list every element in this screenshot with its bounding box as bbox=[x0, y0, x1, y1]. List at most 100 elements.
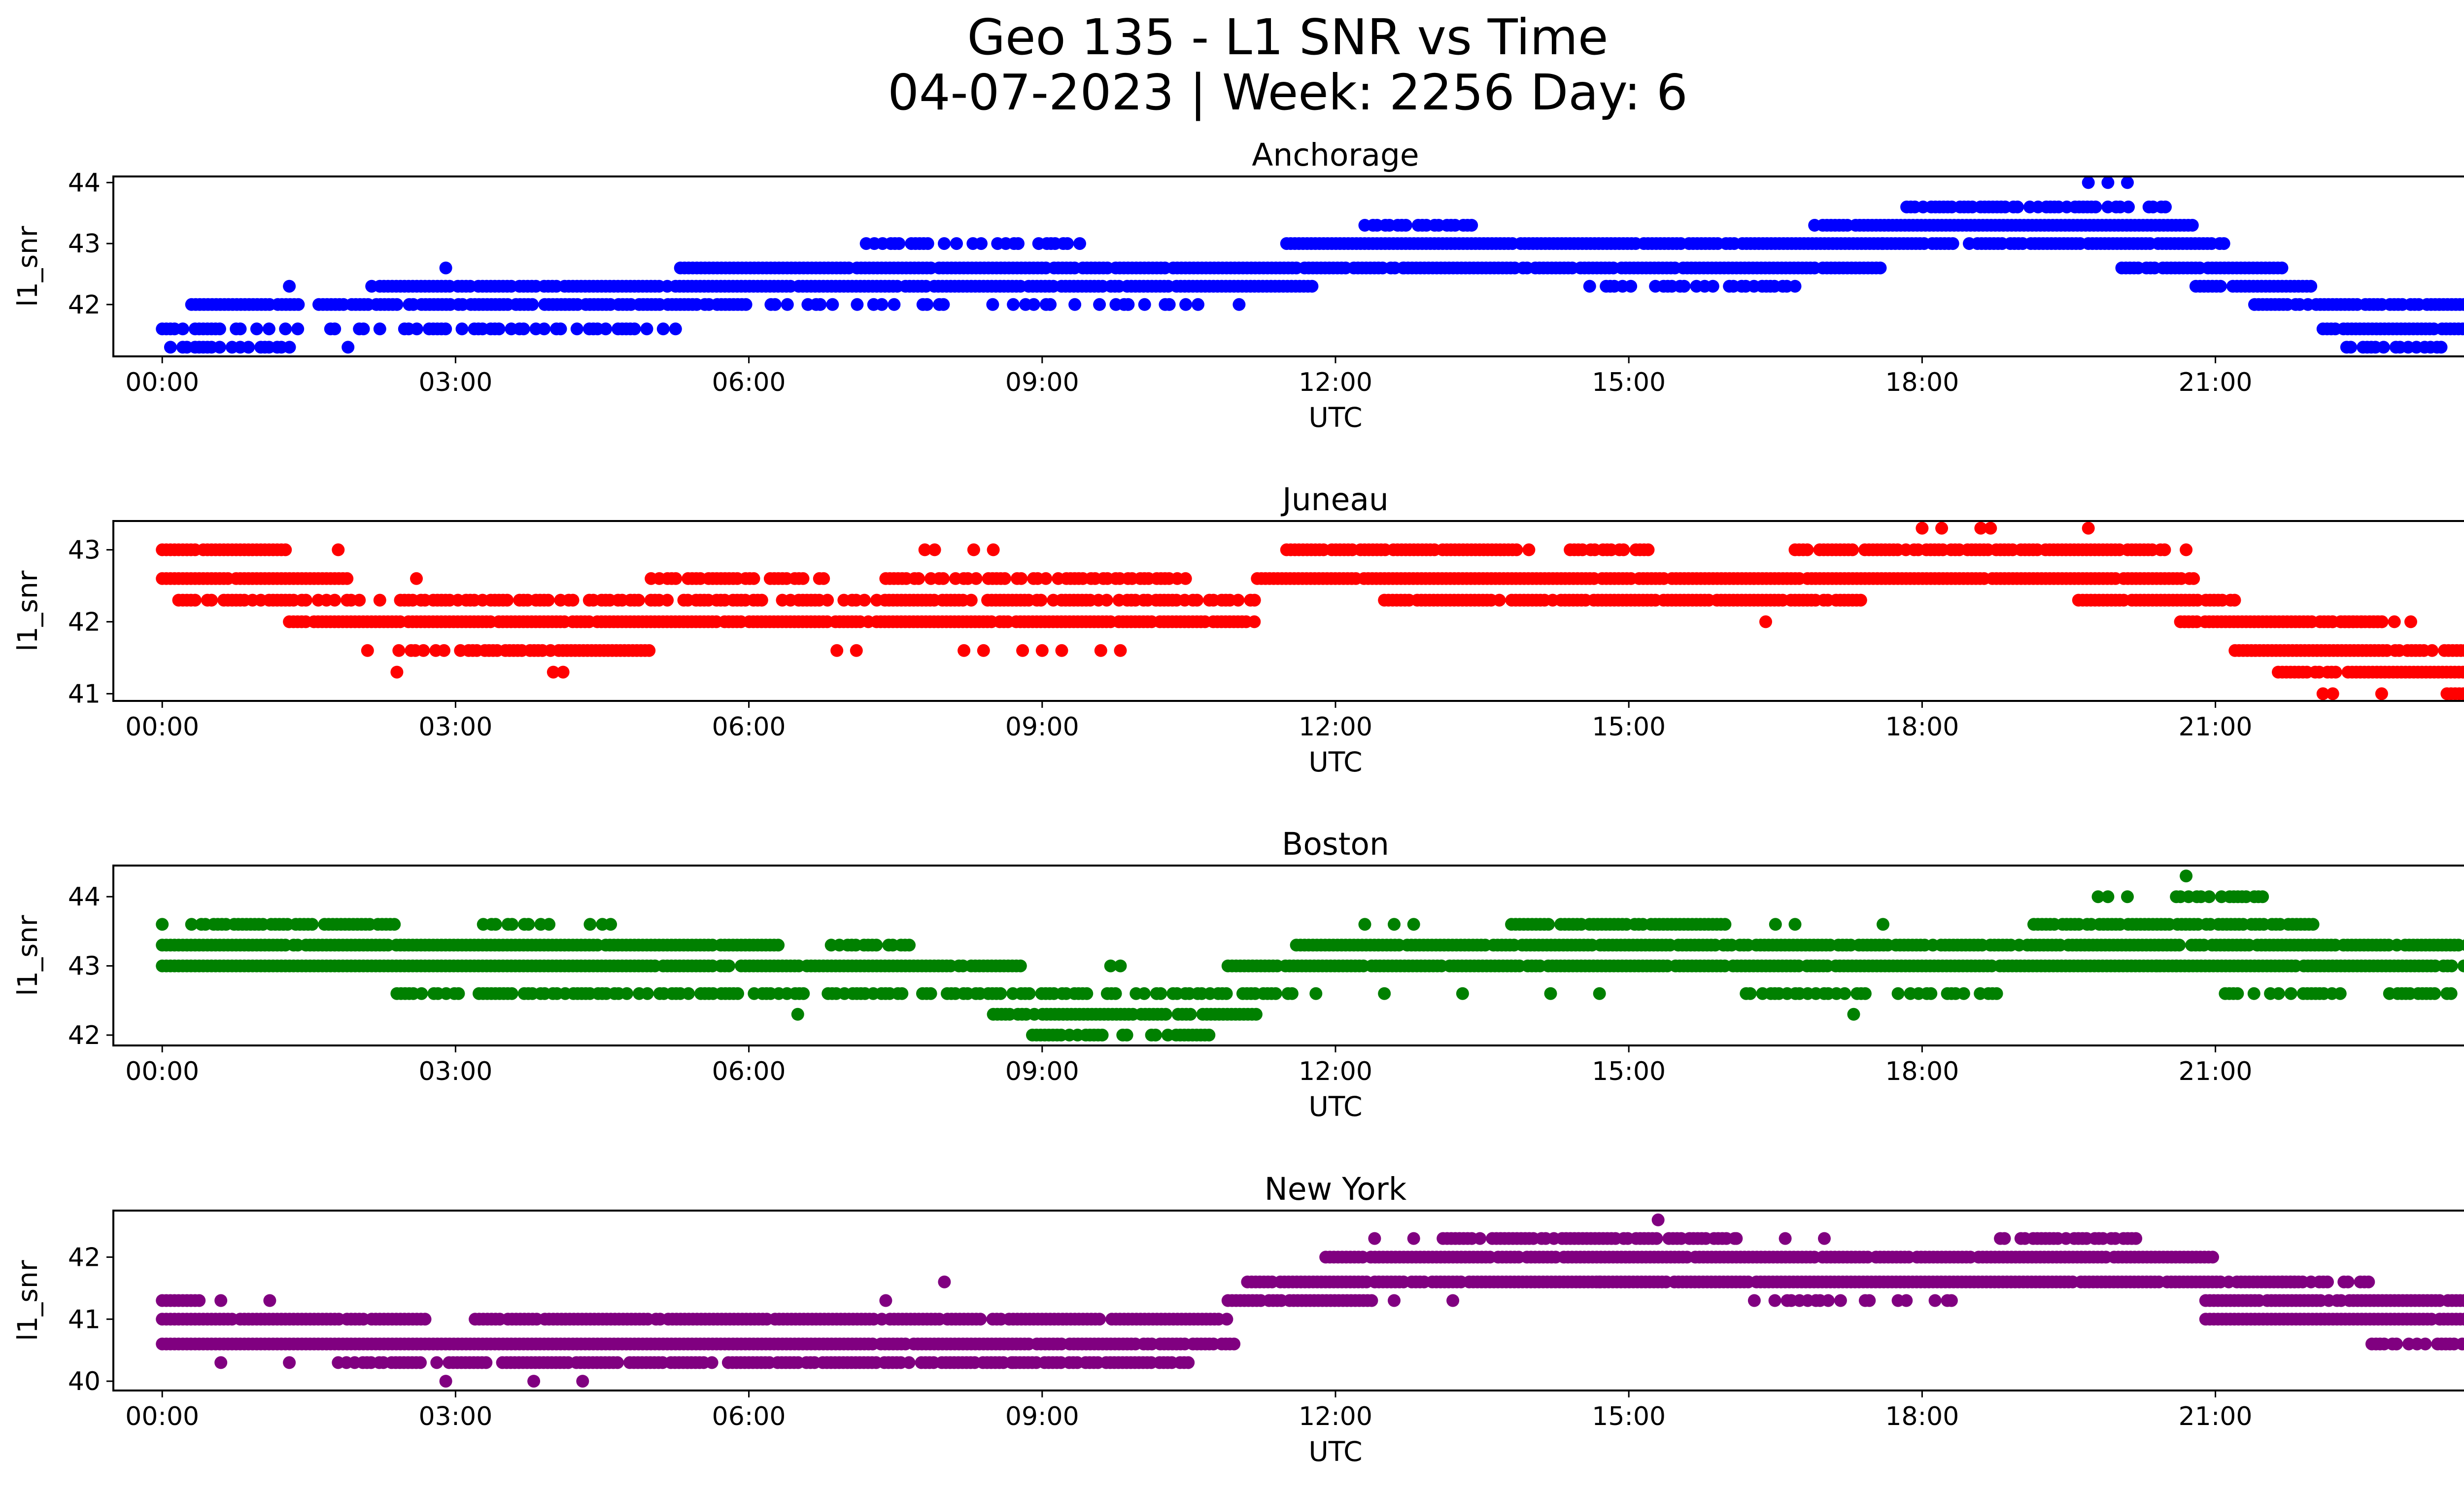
juneau-point bbox=[542, 593, 555, 607]
anchorage-point bbox=[1093, 298, 1106, 311]
boston-point bbox=[522, 918, 535, 931]
juneau-point bbox=[632, 593, 645, 607]
anchorage-point bbox=[1012, 237, 1025, 250]
anchorage-point bbox=[2304, 279, 2318, 293]
juneau-point bbox=[1035, 644, 1049, 657]
boston-point bbox=[1154, 987, 1167, 1000]
boston-point bbox=[2170, 959, 2183, 973]
juneau-point bbox=[341, 572, 354, 585]
boston-point bbox=[1202, 1028, 1216, 1042]
boston-point bbox=[2428, 987, 2441, 1000]
new-york-point bbox=[414, 1356, 427, 1369]
boston-point bbox=[791, 1008, 804, 1021]
new-york-point bbox=[902, 1356, 916, 1369]
anchorage-point bbox=[2011, 200, 2024, 213]
anchorage-point bbox=[1007, 298, 1020, 311]
boston-point bbox=[1957, 987, 1970, 1000]
anchorage-point bbox=[2457, 298, 2464, 311]
boston-point bbox=[2150, 959, 2163, 973]
juneau-x-tick-label: 12:00 bbox=[1299, 712, 1372, 742]
anchorage-point bbox=[950, 237, 963, 250]
boston-point bbox=[1744, 987, 1757, 1000]
boston-point bbox=[415, 987, 428, 1000]
juneau-point bbox=[188, 593, 202, 607]
juneau-point bbox=[2187, 572, 2200, 585]
anchorage-point bbox=[1163, 298, 1176, 311]
new-york-point bbox=[705, 1356, 719, 1369]
anchorage-x-tick-label: 03:00 bbox=[418, 368, 492, 397]
boston-point bbox=[2306, 918, 2320, 931]
boston-point bbox=[1149, 1028, 1162, 1042]
anchorage-point bbox=[2122, 200, 2135, 213]
boston-point bbox=[1269, 987, 1282, 1000]
new-york-point bbox=[418, 1313, 432, 1326]
juneau-point bbox=[556, 665, 570, 679]
juneau-point bbox=[2461, 666, 2464, 678]
juneau-point bbox=[2404, 615, 2417, 628]
boston-point bbox=[388, 918, 401, 931]
juneau-point bbox=[2388, 615, 2401, 628]
anchorage-point bbox=[492, 322, 506, 336]
boston-point bbox=[1924, 987, 1938, 1000]
juneau-point bbox=[1974, 522, 1987, 535]
boston-y-tick-label: 44 bbox=[68, 882, 101, 912]
anchorage-point bbox=[1138, 298, 1151, 311]
juneau-point bbox=[1232, 593, 1245, 607]
anchorage-point bbox=[164, 341, 177, 354]
anchorage-point bbox=[357, 322, 370, 336]
anchorage-point bbox=[781, 298, 794, 311]
anchorage-point bbox=[554, 322, 567, 336]
boston-point bbox=[583, 918, 597, 931]
anchorage-point bbox=[570, 322, 583, 336]
anchorage-point bbox=[2101, 176, 2115, 189]
anchorage-point bbox=[921, 237, 934, 250]
anchorage-y-tick-label: 43 bbox=[68, 229, 101, 259]
anchorage-point bbox=[986, 298, 999, 311]
anchorage-point bbox=[2275, 261, 2289, 275]
anchorage-point bbox=[669, 322, 682, 336]
juneau-point bbox=[830, 644, 844, 657]
juneau-point bbox=[1846, 543, 1859, 556]
boston-x-tick-label: 18:00 bbox=[1885, 1057, 1959, 1086]
anchorage-point bbox=[628, 322, 641, 336]
anchorage-point bbox=[455, 322, 469, 336]
anchorage-y-axis-label: l1_snr bbox=[12, 226, 43, 307]
boston-point bbox=[772, 939, 785, 952]
boston-point bbox=[1095, 1028, 1109, 1042]
boston-point bbox=[1542, 918, 1555, 931]
juneau-title: Juneau bbox=[1280, 482, 1389, 518]
boston-point bbox=[543, 918, 556, 931]
juneau-point bbox=[2375, 615, 2389, 628]
juneau-point bbox=[299, 593, 312, 607]
boston-x-tick-label: 06:00 bbox=[712, 1057, 786, 1086]
juneau-point bbox=[2375, 687, 2388, 700]
boston-points bbox=[156, 869, 2464, 1042]
juneau-y-axis-label: l1_snr bbox=[12, 570, 43, 651]
boston-x-tick-label: 12:00 bbox=[1299, 1057, 1372, 1086]
anchorage-point bbox=[1044, 298, 1057, 311]
anchorage-point bbox=[213, 341, 226, 354]
anchorage-point bbox=[814, 298, 827, 311]
anchorage-point bbox=[1788, 279, 1802, 293]
anchorage-title: Anchorage bbox=[1252, 137, 1419, 173]
boston-point bbox=[2256, 890, 2269, 904]
boston-point bbox=[1388, 918, 1401, 931]
anchorage-point bbox=[1677, 279, 1691, 293]
juneau-x-tick-label: 21:00 bbox=[2179, 712, 2253, 742]
anchorage-point bbox=[342, 341, 355, 354]
boston-point bbox=[1109, 987, 1122, 1000]
juneau-x-tick-label: 00:00 bbox=[125, 712, 199, 742]
anchorage-point bbox=[279, 322, 292, 336]
anchorage-point bbox=[739, 298, 753, 311]
juneau-point bbox=[1984, 522, 1997, 535]
boston-point bbox=[2272, 987, 2285, 1000]
anchorage-point bbox=[2377, 341, 2390, 354]
new-york-title: New York bbox=[1265, 1171, 1407, 1207]
juneau-point bbox=[967, 543, 980, 556]
anchorage-point bbox=[250, 322, 263, 336]
anchorage-point bbox=[2089, 200, 2102, 213]
anchorage-point bbox=[439, 261, 452, 275]
juneau-y-tick-label: 41 bbox=[68, 679, 101, 709]
juneau-point bbox=[850, 644, 863, 657]
